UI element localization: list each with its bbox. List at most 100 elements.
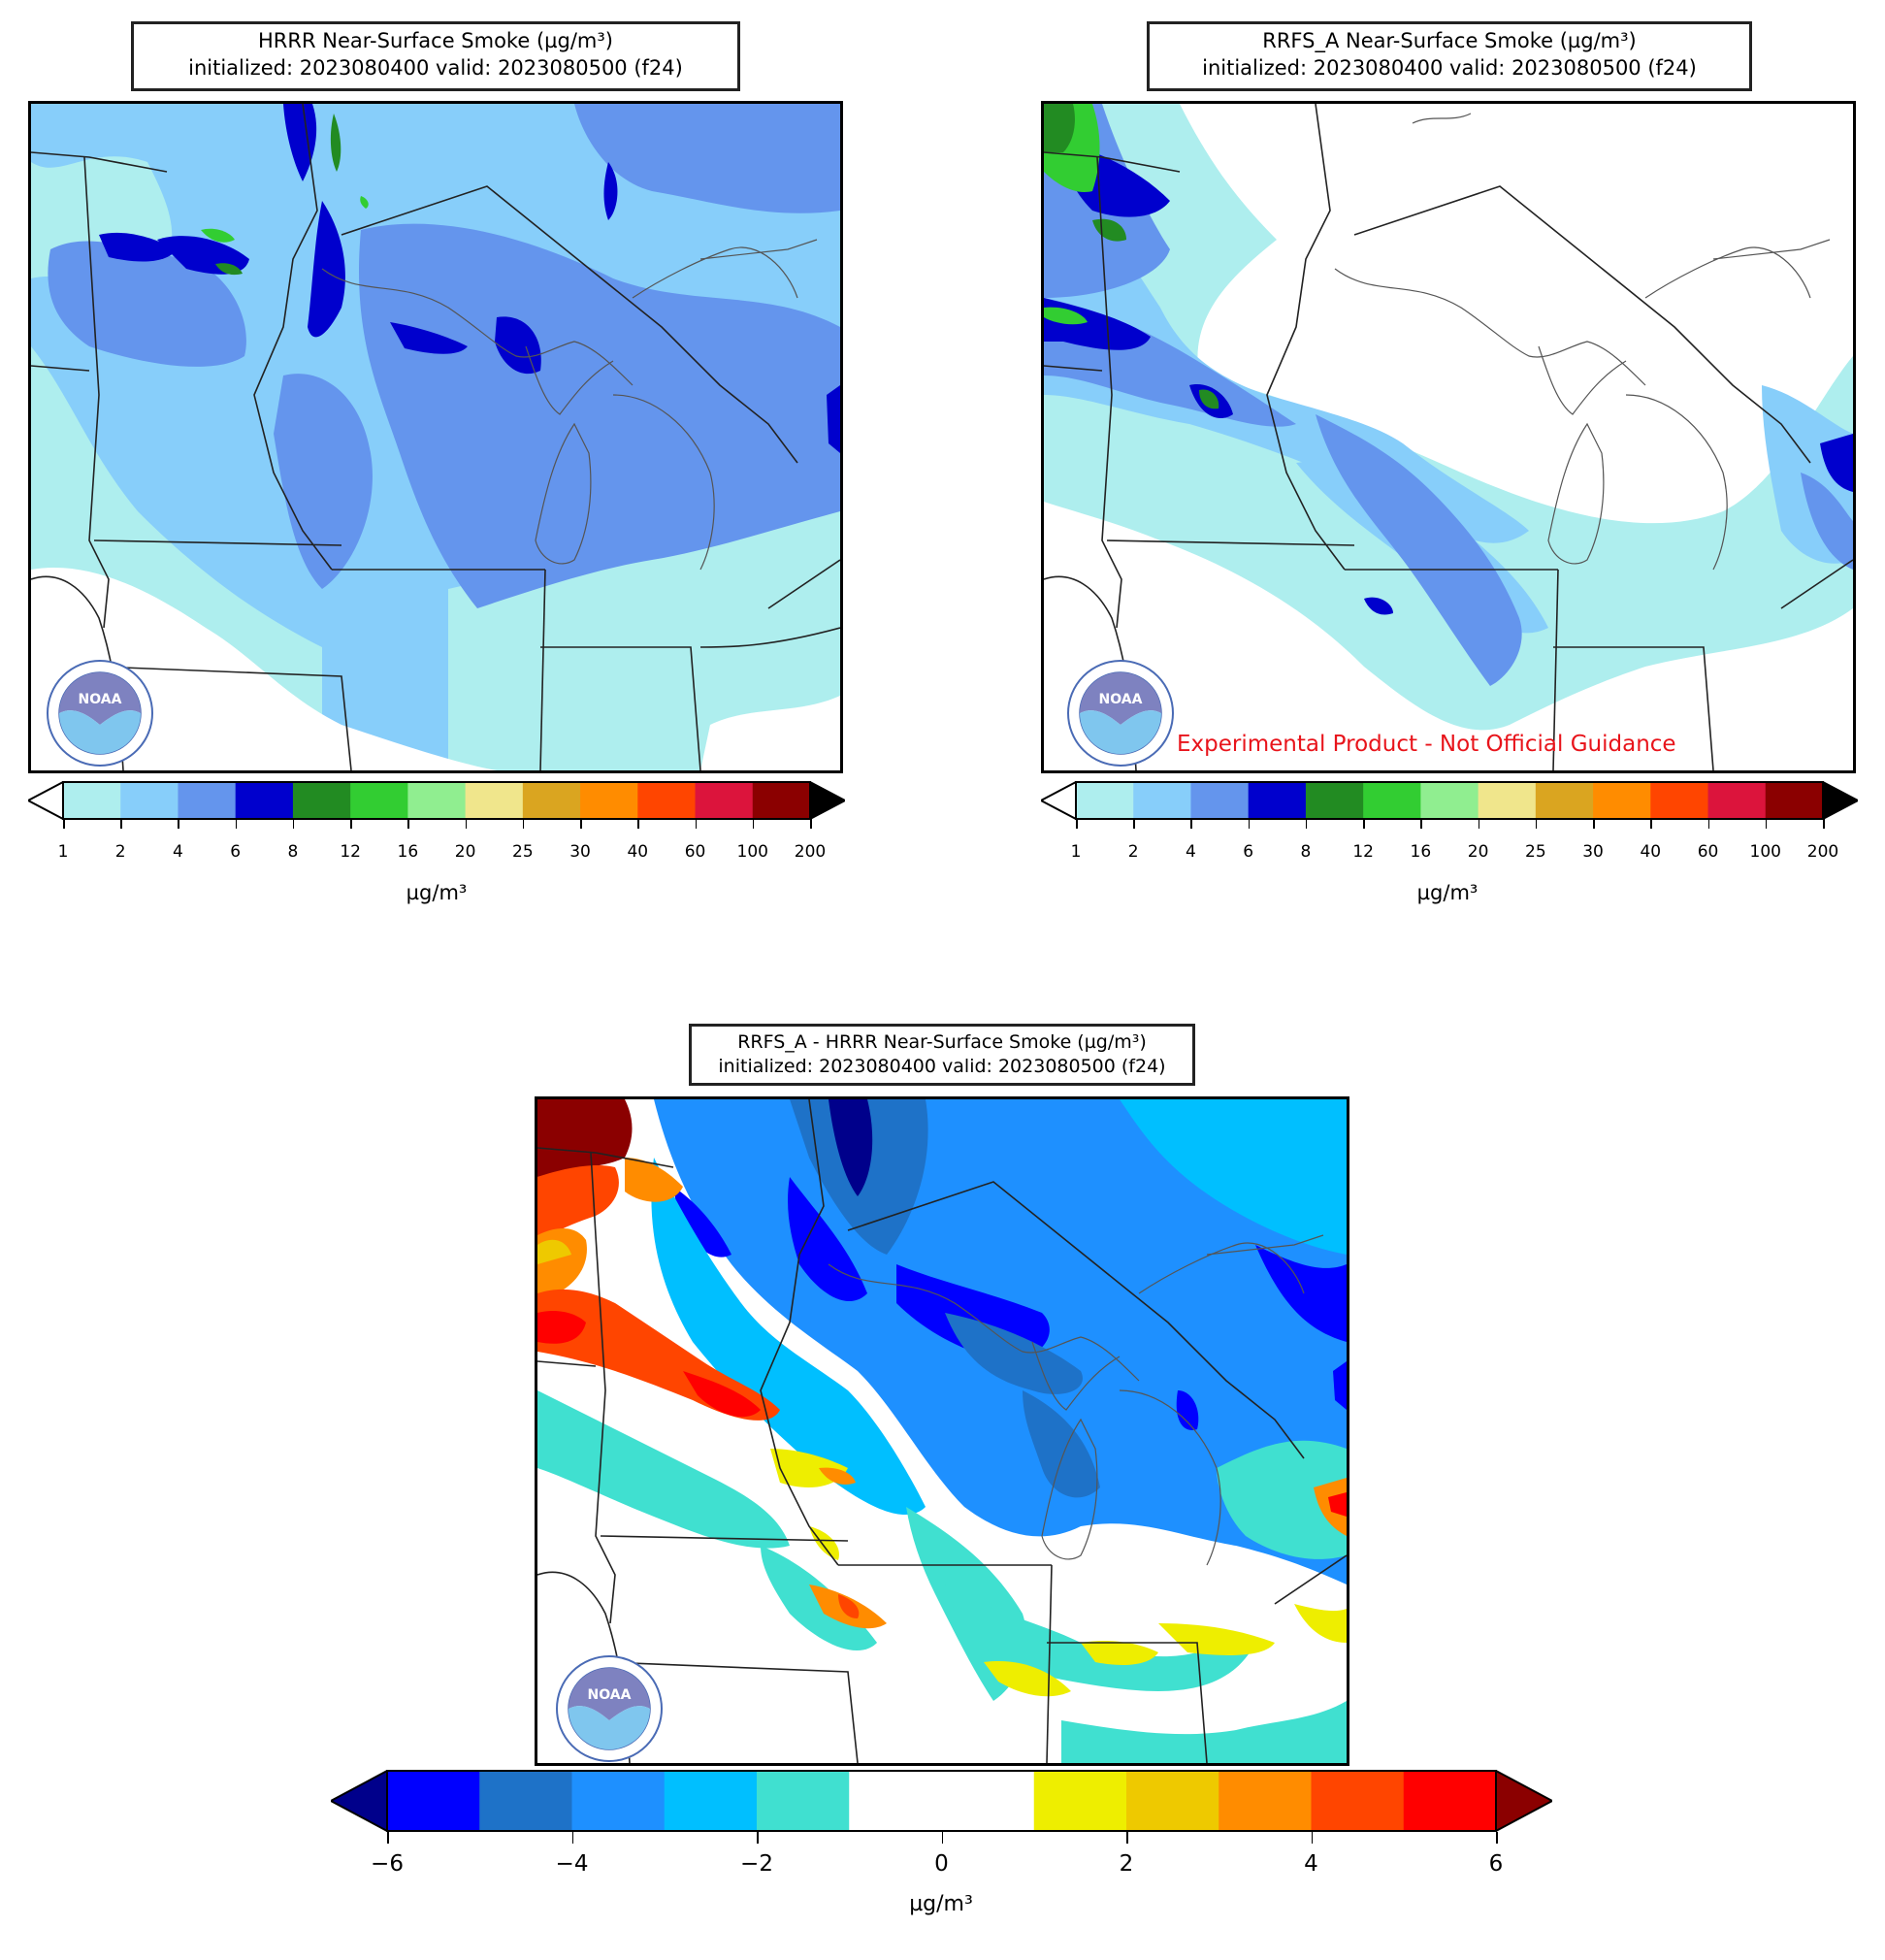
colorbar-tick-label: 30	[1582, 842, 1604, 862]
hrrr-colorbar-unit: µg/m³	[406, 881, 468, 904]
hrrr-colorbar-svg	[25, 780, 848, 822]
colorbar-under-arrow	[25, 780, 64, 821]
noaa-logo-rrfs: NOAA	[1067, 660, 1174, 767]
colorbar-segment	[580, 782, 638, 819]
colorbar-tick	[941, 1832, 943, 1844]
colorbar-over-arrow	[1822, 780, 1861, 821]
colorbar-tick	[1478, 819, 1480, 829]
colorbar-segment	[1305, 782, 1364, 819]
colorbar-tick-label: 12	[340, 842, 361, 862]
colorbar-tick	[1311, 1832, 1313, 1844]
colorbar-tick-label: 40	[627, 842, 649, 862]
colorbar-tick	[637, 819, 639, 829]
noaa-logo-text: NOAA	[588, 1687, 632, 1703]
colorbar-tick-label: 25	[512, 842, 534, 862]
colorbar-tick	[465, 819, 468, 829]
colorbar-tick-label: 12	[1352, 842, 1374, 862]
colorbar-tick-label: 2	[1127, 842, 1139, 862]
colorbar-segment	[1478, 782, 1537, 819]
rrfs-title: RRFS_A Near-Surface Smoke (µg/m³) initia…	[1147, 21, 1752, 91]
colorbar-under-arrow	[328, 1769, 388, 1833]
colorbar-tick-label: −6	[371, 1851, 404, 1877]
colorbar-over-arrow	[1495, 1769, 1555, 1833]
colorbar-tick-label: −2	[740, 1851, 773, 1877]
colorbar-segment	[1765, 782, 1824, 819]
colorbar-segment	[63, 782, 121, 819]
colorbar-tick	[387, 1832, 389, 1844]
colorbar-tick	[810, 819, 812, 829]
colorbar-segment	[1363, 782, 1421, 819]
colorbar-tick-label: 60	[684, 842, 706, 862]
colorbar-tick	[1363, 819, 1365, 829]
noaa-logo-text: NOAA	[79, 692, 122, 707]
colorbar-segment	[350, 782, 408, 819]
colorbar-tick-label: 4	[1186, 842, 1196, 862]
noaa-logo-hrrr: NOAA	[47, 660, 153, 767]
colorbar-segment	[235, 782, 294, 819]
hrrr-colorbar	[25, 780, 848, 822]
colorbar-segment	[465, 782, 524, 819]
colorbar-segment	[178, 782, 237, 819]
colorbar-tick	[1496, 1832, 1498, 1844]
colorbar-tick-label: 100	[736, 842, 768, 862]
colorbar-segment	[757, 1771, 850, 1831]
colorbar-segment	[522, 782, 581, 819]
diff-colorbar-unit: µg/m³	[909, 1892, 973, 1916]
colorbar-segment	[1126, 1771, 1219, 1831]
rrfs-colorbar	[1038, 780, 1861, 822]
colorbar-tick	[1076, 819, 1078, 829]
hrrr-colorbar-labels: 1 2 4 6 8 12 16 20 25 30 40 60 100 200	[28, 819, 845, 866]
colorbar-tick	[235, 819, 238, 829]
colorbar-tick	[1126, 1832, 1128, 1844]
colorbar-segment	[941, 1771, 1035, 1831]
colorbar-tick-label: 6	[1488, 1851, 1504, 1877]
colorbar-border	[62, 781, 811, 820]
colorbar-tick	[580, 819, 582, 829]
colorbar-segment	[120, 782, 179, 819]
colorbar-segment	[637, 782, 697, 819]
hrrr-map	[28, 101, 843, 773]
colorbar-tick-label: 16	[1410, 842, 1432, 862]
colorbar-segment	[1311, 1771, 1405, 1831]
colorbar-tick	[1305, 819, 1308, 829]
diff-colorbar-svg	[328, 1769, 1555, 1834]
colorbar-segment	[407, 782, 467, 819]
colorbar-tick	[120, 819, 122, 829]
colorbar-tick	[522, 819, 525, 829]
colorbar-tick-label: 1	[57, 842, 69, 862]
colorbar-tick	[695, 819, 698, 829]
colorbar-tick-label: 6	[1243, 842, 1254, 862]
colorbar-segment	[1535, 782, 1594, 819]
colorbar-tick-label: 0	[934, 1851, 949, 1877]
colorbar-segment	[1650, 782, 1709, 819]
colorbar-under-arrow	[1038, 780, 1077, 821]
colorbar-tick-label: 20	[454, 842, 476, 862]
colorbar-segment	[1707, 782, 1767, 819]
colorbar-segment	[1248, 782, 1307, 819]
rrfs-map-svg	[1044, 104, 1853, 770]
colorbar-tick-label: 40	[1640, 842, 1662, 862]
colorbar-tick	[1248, 819, 1251, 829]
colorbar-tick-label: 25	[1525, 842, 1546, 862]
colorbar-tick	[178, 819, 179, 829]
colorbar-tick	[292, 819, 295, 829]
colorbar-segment	[752, 782, 811, 819]
rrfs-map: Experimental Product - Not Official Guid…	[1041, 101, 1856, 773]
colorbar-segment	[1403, 1771, 1497, 1831]
colorbar-tick-label: 20	[1467, 842, 1489, 862]
colorbar-tick-label: 100	[1749, 842, 1781, 862]
colorbar-tick	[757, 1832, 759, 1844]
experimental-watermark: Experimental Product - Not Official Guid…	[1177, 732, 1676, 757]
colorbar-segment	[571, 1771, 666, 1831]
colorbar-tick	[1650, 819, 1652, 829]
colorbar-segment	[849, 1771, 942, 1831]
colorbar-segment	[1033, 1771, 1127, 1831]
colorbar-tick	[571, 1832, 573, 1844]
colorbar-segment	[1420, 782, 1479, 819]
colorbar-tick	[1593, 819, 1595, 829]
colorbar-tick	[752, 819, 755, 829]
hrrr-title: HRRR Near-Surface Smoke (µg/m³) initiali…	[131, 21, 740, 91]
colorbar-tick-label: 8	[287, 842, 299, 862]
colorbar-segment	[1593, 782, 1651, 819]
colorbar-tick-label: 2	[1119, 1851, 1134, 1877]
